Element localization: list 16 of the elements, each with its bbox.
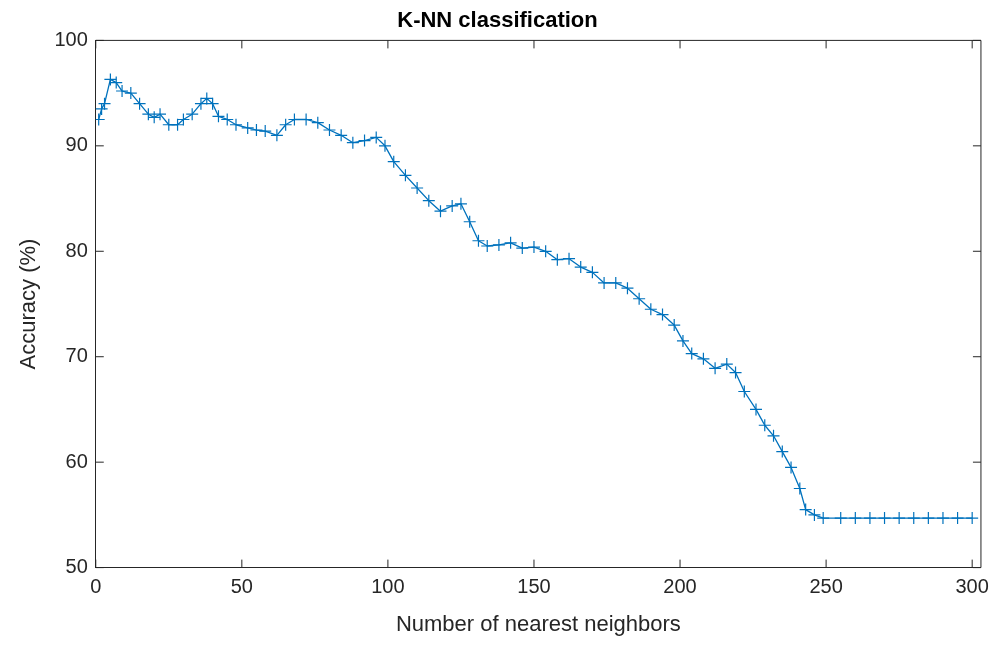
- x-tick-label: 50: [230, 575, 253, 598]
- x-tick-label: 250: [809, 575, 843, 598]
- x-tick-label: 150: [517, 575, 551, 598]
- y-tick-label: 80: [65, 238, 88, 261]
- x-tick-label: 0: [90, 575, 102, 598]
- x-tick-label: 300: [955, 575, 989, 598]
- x-tick-label: 100: [371, 575, 405, 598]
- x-axis-title: Number of nearest neighbors: [395, 610, 681, 636]
- chart-title: K-NN classification: [397, 7, 598, 33]
- x-tick-label: 200: [663, 575, 697, 598]
- y-tick-label: 100: [54, 27, 88, 50]
- y-tick-label: 90: [65, 133, 88, 156]
- y-axis-title: Accuracy (%): [15, 238, 41, 370]
- y-tick-label: 50: [65, 555, 88, 578]
- y-tick-label: 60: [65, 449, 88, 472]
- y-tick-label: 70: [65, 344, 88, 367]
